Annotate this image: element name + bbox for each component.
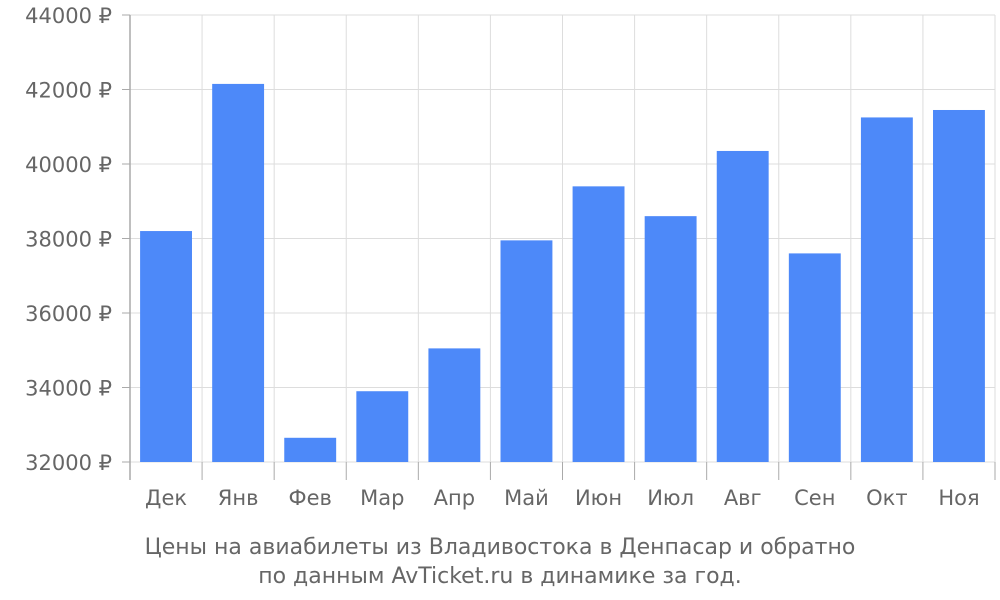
- chart-caption-line-1: Цены на авиабилеты из Владивостока в Ден…: [144, 535, 856, 560]
- bar-3: [284, 437, 337, 462]
- bar-6: [500, 240, 553, 462]
- x-tick-label: Мар: [360, 486, 404, 510]
- y-tick-label: 40000 ₽: [25, 153, 112, 177]
- x-tick-label: Июн: [575, 486, 622, 510]
- y-tick-label: 34000 ₽: [25, 377, 112, 401]
- y-tick-label: 38000 ₽: [25, 228, 112, 252]
- bar-5: [428, 348, 481, 462]
- bars: [140, 83, 985, 463]
- x-tick-labels: Дек Янв Фев Мар Апр Май Июн Июл Авг Сен Окт Ноя: [145, 486, 980, 510]
- bar-9: [716, 150, 769, 462]
- chart-caption-line-2: по данным AvTicket.ru в динамике за год.: [258, 564, 742, 589]
- y-tick-labels: 32000 ₽ 34000 ₽ 36000 ₽ 38000 ₽ 40000 ₽ 42000…: [25, 4, 112, 475]
- x-tick-label: Окт: [866, 486, 907, 510]
- bar-7: [572, 186, 625, 462]
- bar-11: [860, 117, 913, 462]
- bar-12: [933, 109, 985, 463]
- x-tick-label: Фев: [289, 486, 332, 510]
- price-bar-chart: 32000 ₽ 34000 ₽ 36000 ₽ 38000 ₽ 40000 ₽ 42000…: [25, 4, 996, 510]
- x-tick-label: Сен: [794, 486, 835, 510]
- x-tick-label: Ноя: [938, 486, 979, 510]
- bar-10: [788, 253, 841, 462]
- x-tick-label: Июл: [647, 486, 694, 510]
- y-tick-label: 32000 ₽: [25, 451, 112, 475]
- bar-4: [356, 391, 409, 462]
- axes: [122, 14, 996, 480]
- x-tick-label: Апр: [434, 486, 475, 510]
- y-tick-label: 42000 ₽: [25, 79, 112, 103]
- y-tick-label: 36000 ₽: [25, 302, 112, 326]
- grid-lines: [130, 14, 996, 463]
- x-tick-label: Янв: [218, 486, 259, 510]
- x-tick-label: Май: [504, 486, 549, 510]
- y-tick-label: 44000 ₽: [25, 4, 112, 28]
- bar-2: [212, 83, 265, 462]
- x-tick-label: Авг: [724, 486, 762, 510]
- x-tick-label: Дек: [145, 486, 187, 510]
- bar-1: [140, 231, 192, 462]
- bar-8: [644, 216, 697, 462]
